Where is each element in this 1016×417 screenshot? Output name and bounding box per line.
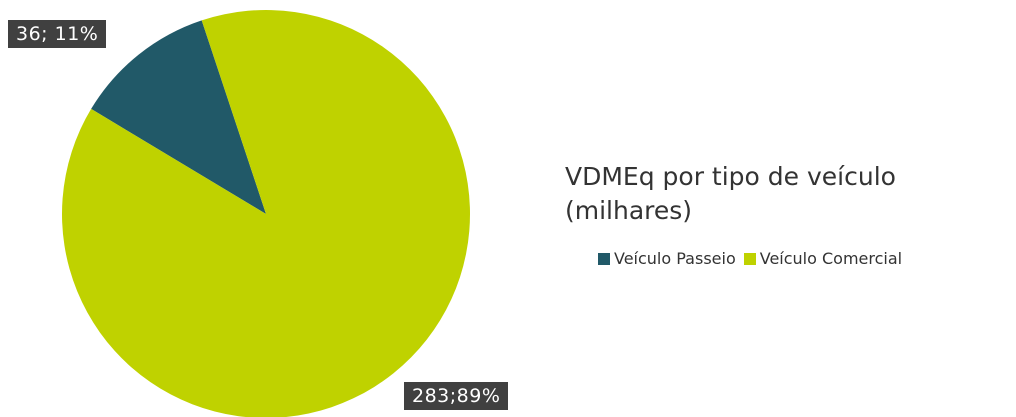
legend-item: Veículo Passeio (598, 249, 736, 268)
pie-slice (62, 10, 470, 417)
data-label: 36; 11% (8, 20, 107, 48)
pie-slice (91, 20, 266, 214)
legend-swatch (743, 252, 756, 265)
data-label: 283;89% (404, 382, 509, 410)
legend: Veículo Passeio Veículo Comercial (598, 249, 902, 268)
chart-title: VDMEq por tipo de veículo (milhares) (565, 162, 896, 225)
legend-label: Veículo Passeio (614, 249, 736, 268)
legend-swatch (598, 252, 610, 265)
legend-label: Veículo Comercial (759, 249, 903, 268)
legend-item: Veículo Comercial (743, 249, 903, 268)
